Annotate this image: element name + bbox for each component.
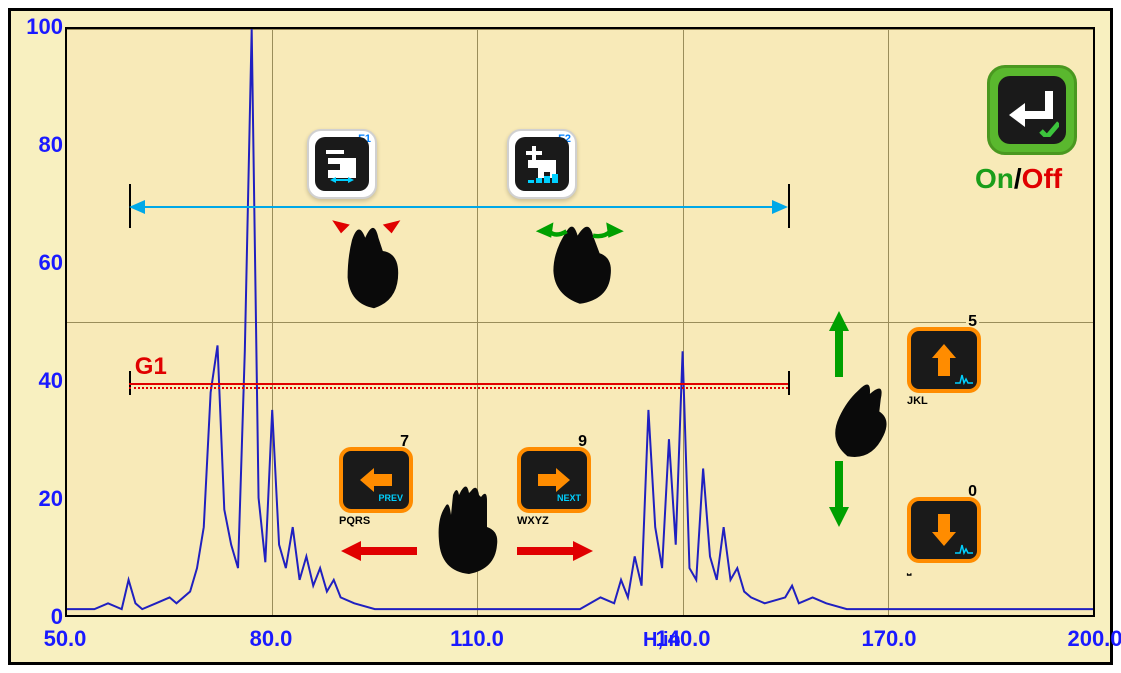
y-tick: 20 <box>23 486 63 512</box>
range-arrowhead-left <box>129 200 145 214</box>
f1-button[interactable]: F1 <box>307 129 377 199</box>
pinch-out-gesture-icon <box>527 207 637 317</box>
next-button[interactable]: 9 NEXT WXYZ <box>517 439 591 513</box>
vertical-pinch-gesture-icon <box>817 369 917 469</box>
zoom-out-step-icon <box>322 144 362 184</box>
up-sub: JKL <box>907 395 928 407</box>
plot-area[interactable]: G1 F1 F2 <box>65 27 1095 617</box>
gate-label: G1 <box>135 353 167 381</box>
y-tick: 80 <box>23 132 63 158</box>
f2-inner <box>515 137 569 191</box>
vert-arrow-down-icon <box>827 459 851 529</box>
wave-down-icon <box>955 543 973 555</box>
pan-arrow-left-icon <box>339 539 419 563</box>
x-tick: 170.0 <box>861 626 916 652</box>
prev-button[interactable]: 7 PREV PQRS <box>339 439 413 513</box>
x-tick: 50.0 <box>44 626 87 652</box>
range-cap-right <box>788 184 790 228</box>
chart-frame: G1 F1 F2 <box>8 8 1113 665</box>
up-button[interactable]: 5 JKL <box>907 319 981 393</box>
pan-arrow-right-icon <box>515 539 595 563</box>
wave-up-icon <box>955 373 973 385</box>
pan-gesture-icon <box>419 479 519 579</box>
x-tick: 200.0 <box>1067 626 1121 652</box>
f1-inner <box>315 137 369 191</box>
down-sub: ⎵ <box>907 564 911 577</box>
x-tick: 80.0 <box>250 626 293 652</box>
onoff-sep: / <box>1014 163 1022 194</box>
prev-sub: PQRS <box>339 515 370 527</box>
next-sub: WXYZ <box>517 515 549 527</box>
x-tick: 110.0 <box>450 626 504 652</box>
zoom-in-step-icon <box>522 144 562 184</box>
off-text: Off <box>1022 163 1062 194</box>
gate-line-solid[interactable] <box>129 383 788 385</box>
f2-button[interactable]: F2 <box>507 129 577 199</box>
y-tick: 60 <box>23 250 63 276</box>
gate-end-cap[interactable] <box>788 371 790 395</box>
enter-button[interactable] <box>987 65 1077 155</box>
range-arrowhead-right <box>772 200 788 214</box>
onoff-label: On/Off <box>975 163 1062 195</box>
down-button[interactable]: 0 ⎵ <box>907 489 981 563</box>
range-line <box>143 206 774 208</box>
on-text: On <box>975 163 1014 194</box>
gate-line-dotted[interactable] <box>129 387 788 389</box>
y-tick: 40 <box>23 368 63 394</box>
enter-arrow-icon <box>1005 83 1059 137</box>
x-axis-label: H,in <box>643 629 681 652</box>
y-tick: 100 <box>23 14 63 40</box>
pinch-in-gesture-icon <box>319 207 429 317</box>
